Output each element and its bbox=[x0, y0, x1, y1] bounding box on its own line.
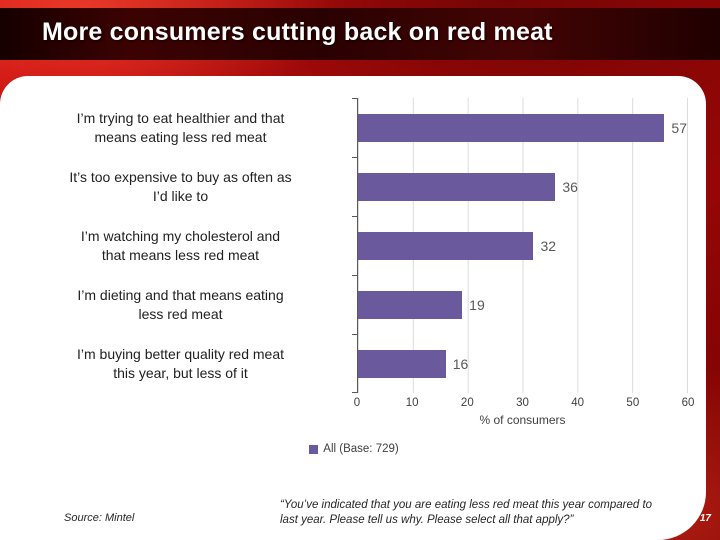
bar bbox=[358, 349, 446, 378]
survey-question: “You’ve indicated that you are eating le… bbox=[280, 498, 653, 527]
x-tick-label: 40 bbox=[571, 397, 585, 409]
value-label: 36 bbox=[562, 178, 578, 195]
title-band: More consumers cutting back on red meat bbox=[0, 8, 720, 60]
value-label: 19 bbox=[469, 296, 485, 313]
category-label: I’m dieting and that means eating less r… bbox=[77, 287, 284, 322]
slide-title: More consumers cutting back on red meat bbox=[42, 18, 553, 46]
bar bbox=[358, 172, 556, 201]
content-panel: I’m trying to eat healthier and that mea… bbox=[0, 76, 706, 540]
x-tick-label: 20 bbox=[460, 397, 474, 409]
chart-rows: I’m trying to eat healthier and that mea… bbox=[20, 98, 688, 393]
x-tick-label: 50 bbox=[626, 397, 640, 409]
chart-row: I’m trying to eat healthier and that mea… bbox=[20, 98, 688, 157]
legend-swatch bbox=[309, 444, 319, 454]
x-tick-label: 60 bbox=[681, 397, 695, 409]
value-label: 16 bbox=[452, 355, 469, 372]
x-tick-label: 0 bbox=[353, 397, 361, 409]
bar-chart: I’m trying to eat healthier and that mea… bbox=[20, 98, 695, 455]
chart-row: It’s too expensive to buy as often as I’… bbox=[20, 157, 688, 216]
legend-label: All (Base: 729) bbox=[323, 443, 399, 455]
plot-area: 19 bbox=[352, 275, 688, 334]
chart-row: I’m dieting and that means eating less r… bbox=[20, 275, 688, 334]
plot-area: 16 bbox=[352, 334, 688, 393]
x-tick-label: 30 bbox=[516, 397, 529, 409]
category-label: It’s too expensive to buy as often as I’… bbox=[69, 169, 292, 204]
value-label: 57 bbox=[671, 119, 687, 136]
bar bbox=[358, 113, 665, 142]
plot-area: 57 bbox=[352, 98, 688, 157]
x-axis-title-row: % of consumers bbox=[357, 413, 688, 427]
category-label: I’m watching my cholesterol and that mea… bbox=[80, 228, 281, 263]
category-label: I’m trying to eat healthier and that mea… bbox=[76, 110, 285, 145]
page-number: 17 bbox=[699, 513, 711, 524]
value-label: 32 bbox=[540, 237, 557, 254]
plot-area: 36 bbox=[352, 157, 688, 216]
source-note: Source: Mintel bbox=[64, 512, 135, 524]
bar bbox=[358, 231, 534, 260]
chart-legend: All (Base: 729) bbox=[20, 443, 688, 455]
x-tick-label: 10 bbox=[405, 397, 419, 409]
x-axis-label: % of consumers bbox=[479, 413, 566, 427]
chart-row: I’m buying better quality red meat this … bbox=[20, 334, 688, 393]
bar bbox=[358, 290, 463, 319]
chart-row: I’m watching my cholesterol and that mea… bbox=[20, 216, 688, 275]
x-axis: 0 10 20 30 40 50 60 bbox=[353, 397, 695, 412]
plot-area: 32 bbox=[352, 216, 688, 275]
category-label: I’m buying better quality red meat this … bbox=[77, 346, 284, 381]
